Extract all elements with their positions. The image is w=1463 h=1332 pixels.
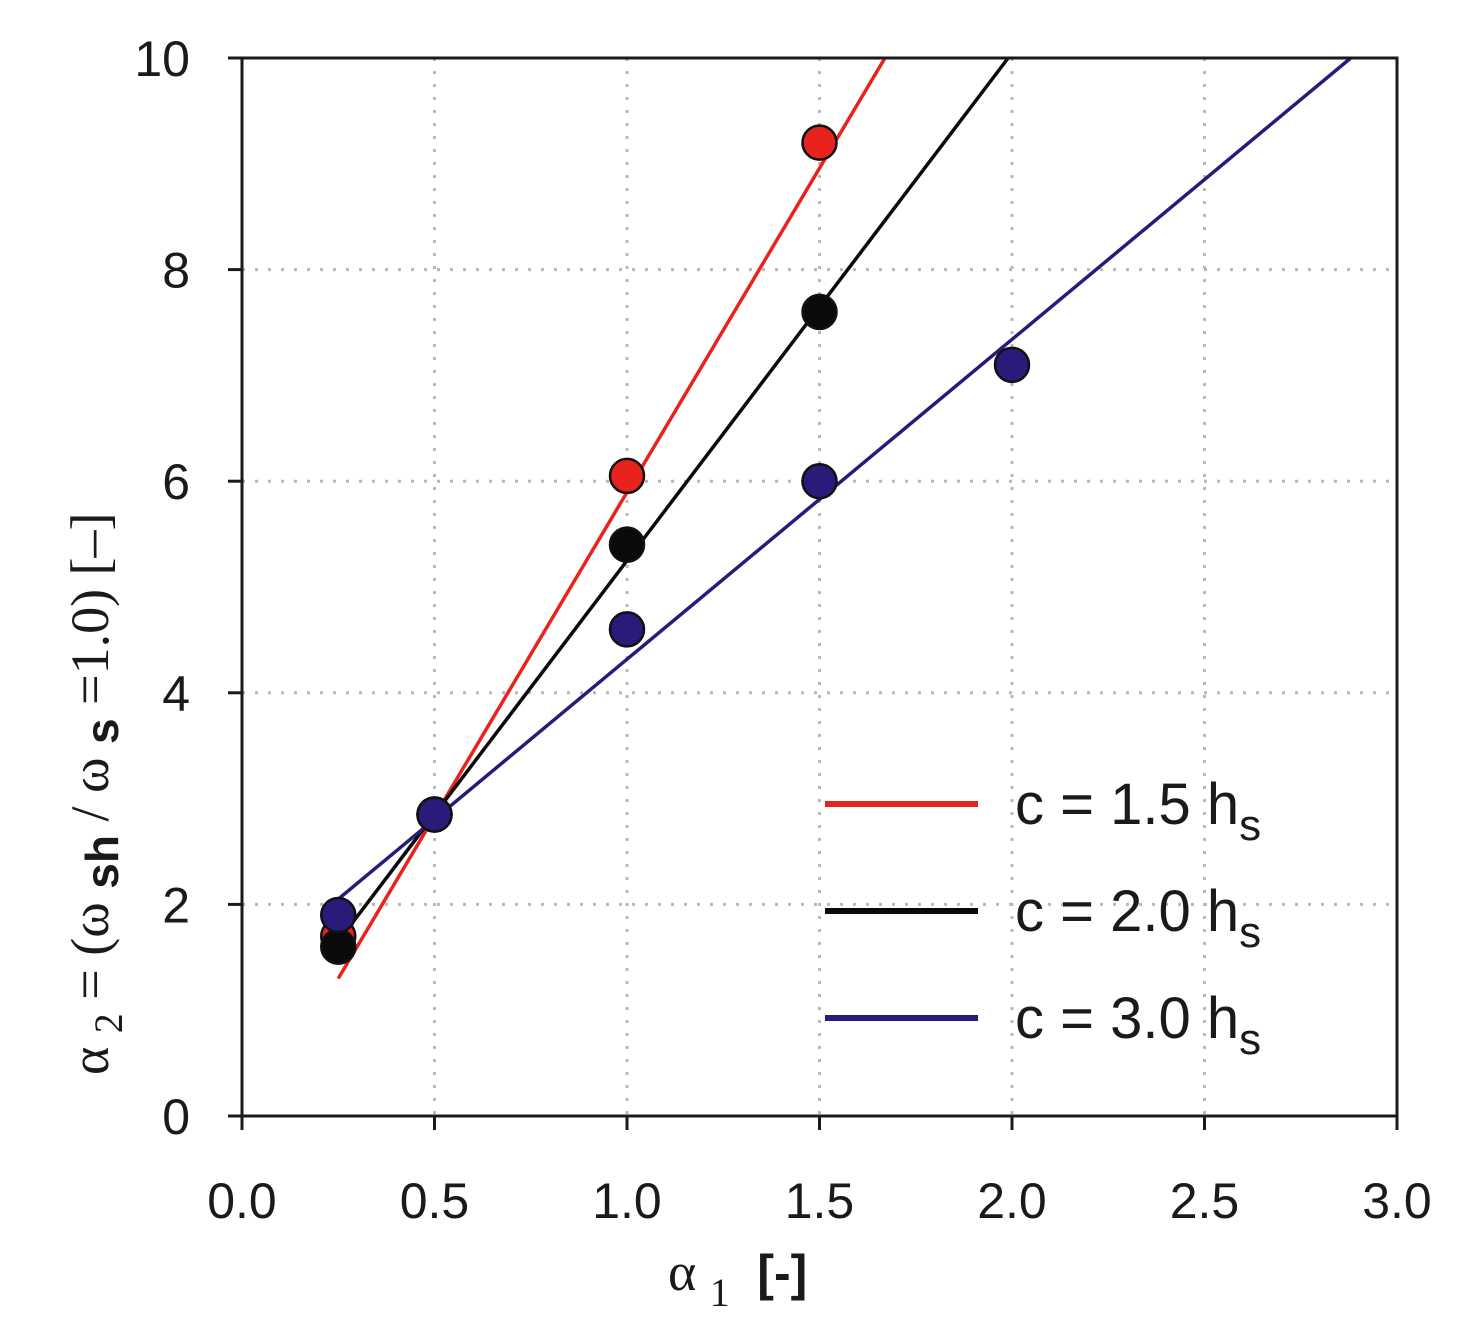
y-axis-title: α 2 = (ω sh / ω s =1.0) [–] (60, 512, 134, 1075)
data-point-series-2 (320, 928, 357, 965)
legend-label-series-1: c = 1.5 hs (1015, 772, 1261, 850)
y-tick-label: 2 (162, 877, 190, 933)
data-point-series-1 (801, 124, 838, 161)
x-tick-label: 0.5 (400, 1173, 470, 1229)
fit-lines (336, 56, 1352, 980)
y-tick-label: 4 (162, 666, 190, 722)
x-tick-label: 1.5 (785, 1173, 855, 1229)
x-axis-title-units: [-] (757, 1245, 807, 1301)
data-point-series-3 (320, 896, 357, 934)
x-axis-title: α 1 [-] (668, 1242, 807, 1318)
y-axis-title-alpha-sub: 2 (86, 1013, 131, 1033)
y-tick-label: 8 (162, 243, 190, 299)
y-axis-title-eq-omega: = (ω (60, 902, 120, 999)
data-point-series-2 (801, 293, 838, 331)
y-axis-title-slash-omega: / ω (60, 757, 120, 821)
data-point-series-3 (993, 346, 1031, 384)
data-point-series-3 (801, 462, 838, 500)
data-point-series-3 (416, 796, 453, 833)
legend-label-subscript: s (1239, 908, 1261, 957)
x-axis-ticks: 0.0 0.5 1.0 1.5 2.0 2.5 3.0 (207, 1116, 1432, 1229)
legend-label-main: c = 3.0 h (1015, 986, 1239, 1051)
y-tick-label: 0 (162, 1089, 190, 1145)
legend-label-series-2: c = 2.0 hs (1015, 879, 1261, 957)
fit-line-series-1 (336, 57, 887, 980)
y-axis-ticks: 0 2 4 6 8 10 (134, 31, 242, 1145)
x-tick-label: 3.0 (1362, 1173, 1432, 1229)
x-tick-label: 0.0 (207, 1173, 277, 1229)
legend-label-main: c = 1.5 h (1015, 772, 1239, 837)
data-point-series-3 (608, 611, 646, 648)
x-tick-label: 2.0 (977, 1173, 1047, 1229)
legend-label-series-3: c = 3.0 hs (1015, 986, 1261, 1064)
legend-label-subscript: s (1239, 1015, 1261, 1064)
fit-line-series-2 (336, 56, 1010, 943)
y-axis-title-alpha: α (60, 1047, 120, 1075)
x-axis-title-subscript: 1 (710, 1270, 730, 1315)
data-points (320, 124, 1031, 965)
y-axis-title-sh: sh (76, 835, 128, 889)
y-tick-label: 6 (162, 454, 190, 510)
fit-line-series-3 (337, 56, 1352, 901)
x-axis-title-symbol: α (668, 1242, 696, 1302)
data-point-series-2 (608, 526, 646, 563)
y-axis-title-rest: =1.0) [–] (60, 512, 120, 704)
data-point-series-1 (608, 457, 646, 495)
legend: c = 1.5 hsc = 2.0 hsc = 3.0 hs (825, 772, 1261, 1064)
x-tick-label: 2.5 (1170, 1173, 1240, 1229)
legend-label-main: c = 2.0 h (1015, 879, 1239, 944)
y-axis-title-s: s (76, 718, 128, 744)
grid (242, 58, 1397, 1116)
legend-label-subscript: s (1239, 801, 1261, 850)
x-tick-label: 1.0 (592, 1173, 662, 1229)
y-tick-label: 10 (134, 31, 190, 87)
